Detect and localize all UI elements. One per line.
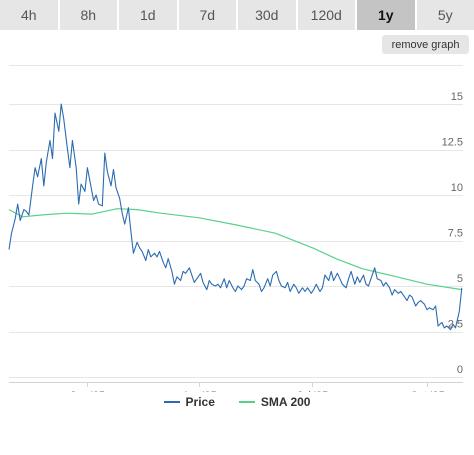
sma-200-line xyxy=(8,208,462,291)
y-tick-label: 12.5 xyxy=(442,137,463,149)
x-tick-label: Oct '25 xyxy=(410,390,445,392)
y-tick-label: 5 xyxy=(457,273,463,285)
legend-sma-label: SMA 200 xyxy=(260,395,311,409)
y-tick-label: 15 xyxy=(451,91,463,103)
x-tick-label: Jul '25 xyxy=(297,390,328,392)
legend-price-swatch xyxy=(163,401,180,403)
tab-120d[interactable]: 120d xyxy=(297,0,355,30)
legend-item-price[interactable]: Price xyxy=(163,395,215,409)
legend-item-sma-200[interactable]: SMA 200 xyxy=(238,395,311,409)
tab-30d[interactable]: 30d xyxy=(238,0,296,30)
x-tick-label: Apr '25 xyxy=(182,390,217,392)
tab-7d[interactable]: 7d xyxy=(178,0,236,30)
chart-legend: Price SMA 200 xyxy=(0,392,474,412)
tab-1y[interactable]: 1y xyxy=(357,0,415,30)
legend-price-label: Price xyxy=(185,395,215,409)
y-tick-label: 7.5 xyxy=(448,228,463,240)
tab-5y[interactable]: 5y xyxy=(416,0,474,30)
tab-8h[interactable]: 8h xyxy=(59,0,117,30)
y-tick-label: 2.5 xyxy=(448,319,463,331)
price-line xyxy=(8,103,463,331)
price-chart: 0 2.5 5 7.5 10 12.5 15 Jan '25 Apr '25 Jul '25 Oc… xyxy=(8,65,463,392)
timeframe-tabs: 4h 8h 1d 7d 30d 120d 1y 5y xyxy=(0,0,474,30)
tab-1d[interactable]: 1d xyxy=(119,0,177,30)
remove-graph-button[interactable]: remove graph xyxy=(382,35,469,54)
y-tick-label: 0 xyxy=(457,364,463,376)
tab-4h[interactable]: 4h xyxy=(0,0,58,30)
legend-sma-swatch xyxy=(238,401,255,403)
x-tick-label: Jan '25 xyxy=(70,390,105,392)
y-tick-label: 10 xyxy=(451,182,463,194)
